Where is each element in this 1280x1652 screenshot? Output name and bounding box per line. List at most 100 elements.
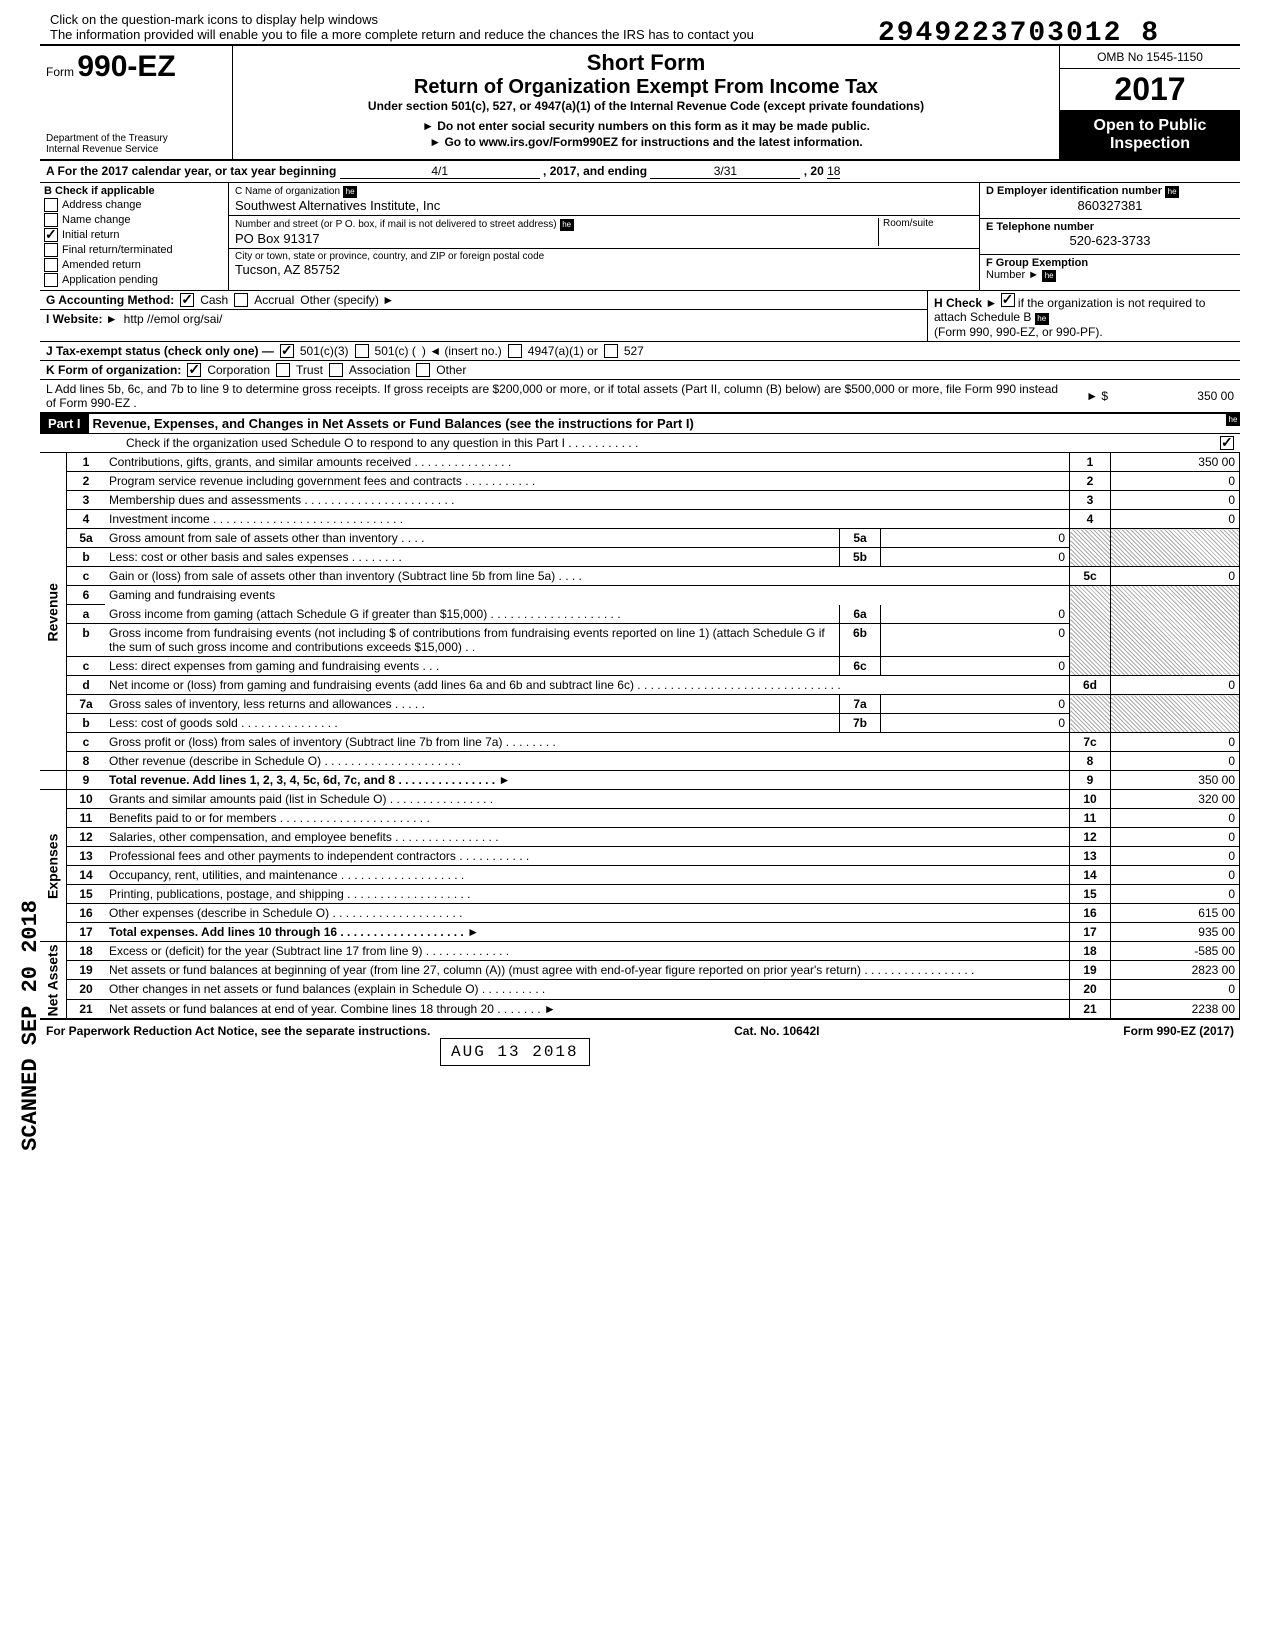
cb-assoc[interactable]: [329, 363, 343, 377]
desc-7a: Gross sales of inventory, less returns a…: [105, 695, 840, 714]
org-name[interactable]: Southwest Alternatives Institute, Inc: [235, 198, 973, 213]
lbl-name-change: Name change: [62, 214, 131, 226]
l-text: L Add lines 5b, 6c, and 7b to line 9 to …: [46, 382, 1062, 410]
ein[interactable]: 860327381: [986, 198, 1234, 213]
ln-19: 19: [67, 961, 106, 980]
header-right: OMB No 1545-1150 20201717 Open to Public…: [1060, 46, 1240, 159]
cb-cash[interactable]: [180, 293, 194, 307]
cb-amended[interactable]: [44, 258, 58, 272]
amt-1[interactable]: 350 00: [1111, 453, 1240, 472]
amt-8[interactable]: 0: [1111, 752, 1240, 771]
dept-treasury: Department of the Treasury: [46, 133, 226, 144]
cb-app-pending[interactable]: [44, 273, 58, 287]
amt-4[interactable]: 0: [1111, 510, 1240, 529]
desc-6a: Gross income from gaming (attach Schedul…: [105, 605, 840, 624]
amt-19[interactable]: 2823 00: [1111, 961, 1240, 980]
year-end[interactable]: 3/31: [650, 164, 800, 179]
sc-5a: 5a: [840, 529, 881, 548]
amt-16[interactable]: 615 00: [1111, 904, 1240, 923]
help-icon[interactable]: he: [560, 219, 574, 231]
help-icon[interactable]: he: [1035, 313, 1049, 325]
amt-17[interactable]: 935 00: [1111, 923, 1240, 942]
website-url[interactable]: http //emol org/sai/: [124, 312, 223, 326]
year-end-yr[interactable]: 18: [827, 164, 840, 179]
amt-12[interactable]: 0: [1111, 828, 1240, 847]
date-stamp: AUG 13 2018: [440, 1038, 590, 1066]
ln-10: 10: [67, 790, 106, 809]
amt-9[interactable]: 350 00: [1111, 771, 1240, 790]
amt-15[interactable]: 0: [1111, 885, 1240, 904]
sa-5a[interactable]: 0: [881, 529, 1070, 548]
cb-other-org[interactable]: [416, 363, 430, 377]
desc-5a: Gross amount from sale of assets other t…: [105, 529, 840, 548]
amt-20[interactable]: 0: [1111, 980, 1240, 999]
sa-5b[interactable]: 0: [881, 548, 1070, 567]
omb-number: OMB No 1545-1150: [1060, 46, 1240, 69]
cb-trust[interactable]: [276, 363, 290, 377]
desc-6b: Gross income from fundraising events (no…: [105, 624, 840, 657]
amt-18[interactable]: -585 00: [1111, 942, 1240, 961]
shade-5: [1070, 529, 1111, 567]
ln-6a: a: [67, 605, 106, 624]
col-16: 16: [1070, 904, 1111, 923]
help-icon[interactable]: he: [1165, 186, 1179, 198]
check-o-text: Check if the organization used Schedule …: [46, 436, 638, 450]
sa-7b[interactable]: 0: [881, 714, 1070, 733]
cb-accrual[interactable]: [234, 293, 248, 307]
ln-15: 15: [67, 885, 106, 904]
street-address[interactable]: PO Box 91317: [235, 231, 878, 246]
sa-6a[interactable]: 0: [881, 605, 1070, 624]
part-i-header: Part I Revenue, Expenses, and Changes in…: [40, 414, 1240, 434]
lbl-accrual: Accrual: [254, 293, 294, 307]
col-19: 19: [1070, 961, 1111, 980]
cb-schedule-b[interactable]: [1001, 293, 1015, 307]
desc-5b: Less: cost or other basis and sales expe…: [105, 548, 840, 567]
cb-501c3[interactable]: [280, 344, 294, 358]
row-h: H Check ► if the organization is not req…: [927, 291, 1240, 341]
amt-5c[interactable]: 0: [1111, 567, 1240, 586]
col-20: 20: [1070, 980, 1111, 999]
l-amount[interactable]: 350 00: [1114, 389, 1234, 403]
h-label: H Check ►: [934, 296, 997, 310]
sa-7a[interactable]: 0: [881, 695, 1070, 714]
cb-initial-return[interactable]: [44, 228, 58, 242]
amt-10[interactable]: 320 00: [1111, 790, 1240, 809]
sa-6c[interactable]: 0: [881, 657, 1070, 676]
desc-14: Occupancy, rent, utilities, and maintena…: [105, 866, 1070, 885]
cb-corp[interactable]: [187, 363, 201, 377]
cb-schedule-o[interactable]: [1220, 436, 1234, 450]
lbl-assoc: Association: [349, 363, 410, 377]
cb-4947[interactable]: [508, 344, 522, 358]
amt-2[interactable]: 0: [1111, 472, 1240, 491]
desc-19: Net assets or fund balances at beginning…: [105, 961, 1070, 980]
ln-8: 8: [67, 752, 106, 771]
help-icon[interactable]: he: [343, 186, 357, 198]
cb-name-change[interactable]: [44, 213, 58, 227]
year-start[interactable]: 4/1: [340, 164, 540, 179]
desc-20: Other changes in net assets or fund bala…: [105, 980, 1070, 999]
amt-3[interactable]: 0: [1111, 491, 1240, 510]
department: Department of the Treasury Internal Reve…: [46, 133, 226, 155]
amt-7c[interactable]: 0: [1111, 733, 1240, 752]
cb-address-change[interactable]: [44, 198, 58, 212]
city-state-zip[interactable]: Tucson, AZ 85752: [235, 262, 973, 277]
ln-1: 1: [67, 453, 106, 472]
col-8: 8: [1070, 752, 1111, 771]
i-label: I Website: ►: [46, 312, 118, 326]
ln-16: 16: [67, 904, 106, 923]
cb-final-return[interactable]: [44, 243, 58, 257]
amt-6d[interactable]: 0: [1111, 676, 1240, 695]
room-label: Room/suite: [883, 218, 973, 229]
cb-501c[interactable]: [355, 344, 369, 358]
cb-527[interactable]: [604, 344, 618, 358]
desc-15: Printing, publications, postage, and shi…: [105, 885, 1070, 904]
desc-9: Total revenue. Add lines 1, 2, 3, 4, 5c,…: [109, 773, 510, 787]
phone[interactable]: 520-623-3733: [986, 233, 1234, 248]
amt-13[interactable]: 0: [1111, 847, 1240, 866]
sa-6b[interactable]: 0: [881, 624, 1070, 657]
amt-14[interactable]: 0: [1111, 866, 1240, 885]
help-icon[interactable]: he: [1226, 414, 1240, 426]
help-icon[interactable]: he: [1042, 270, 1056, 282]
amt-21[interactable]: 2238 00: [1111, 999, 1240, 1019]
amt-11[interactable]: 0: [1111, 809, 1240, 828]
